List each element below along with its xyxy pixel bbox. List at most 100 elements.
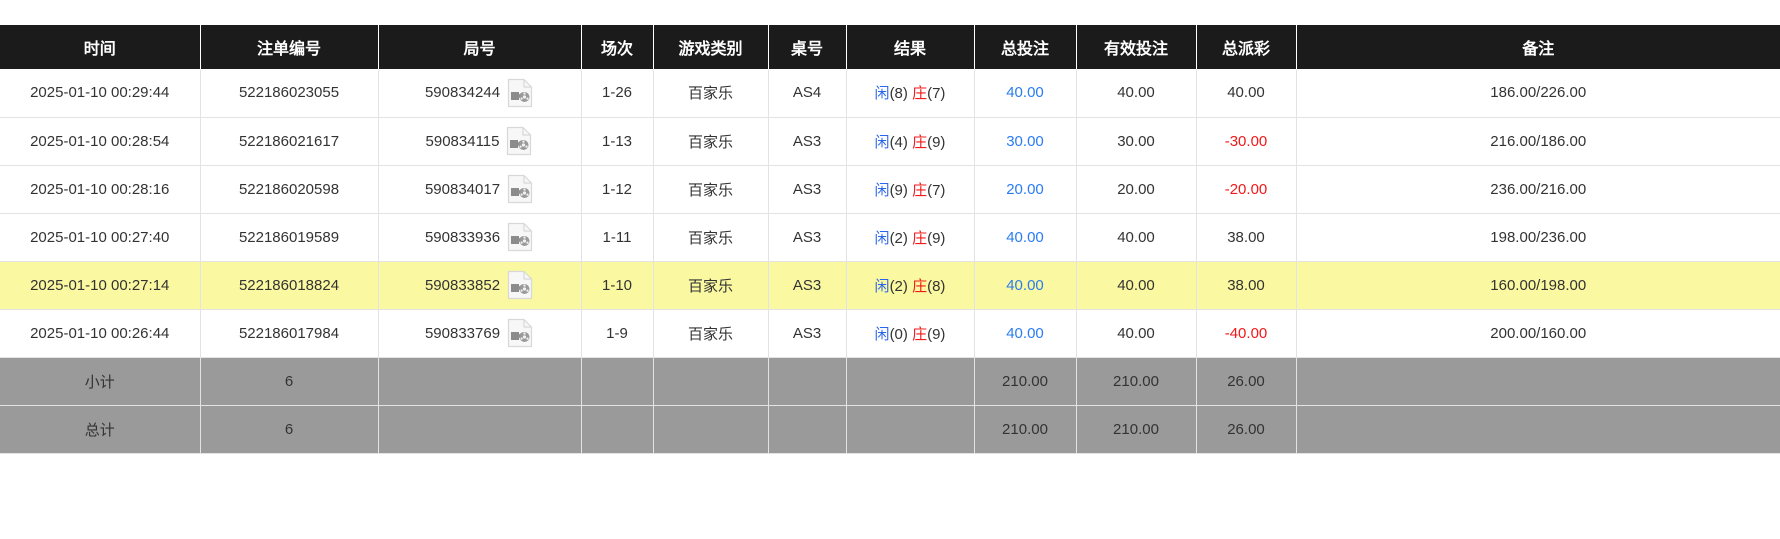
summary-blank-session	[581, 405, 654, 454]
summary-blank-table	[768, 405, 847, 454]
cell-result: 闲(8) 庄(7)	[846, 69, 975, 118]
column-header-time[interactable]: 时间	[0, 25, 201, 69]
video-file-icon[interactable]	[505, 126, 533, 156]
remark-text: 200.00/160.00	[1490, 324, 1587, 342]
table-row[interactable]: 2025-01-10 00:27:14 522186018824 5908338…	[0, 261, 1780, 310]
time-text: 2025-01-10 00:27:40	[30, 228, 170, 246]
column-header-result[interactable]: 结果	[846, 25, 975, 69]
cell-total-bet: 20.00	[974, 165, 1077, 214]
column-header-remark[interactable]: 备注	[1296, 25, 1780, 69]
payout-text: -40.00	[1224, 324, 1268, 342]
game-text: 百家乐	[687, 85, 733, 103]
session-text: 1-26	[601, 84, 633, 102]
result-banker-value: (7)	[927, 181, 946, 199]
cell-total-bet: 40.00	[974, 261, 1077, 310]
cell-time: 2025-01-10 00:27:40	[0, 213, 201, 262]
cell-bet-no: 522186019589	[200, 213, 379, 262]
result-player-label: 闲	[874, 181, 890, 199]
summary-total-bet: 210.00	[974, 357, 1077, 406]
column-header-total-bet[interactable]: 总投注	[974, 25, 1077, 69]
payout-text: 40.00	[1227, 84, 1265, 102]
summary-valid-bet: 210.00	[1076, 357, 1197, 406]
cell-total-bet: 40.00	[974, 69, 1077, 118]
column-header-round-no[interactable]: 局号	[378, 25, 582, 69]
table-row[interactable]: 2025-01-10 00:28:16 522186020598 5908340…	[0, 165, 1780, 214]
cell-bet-no: 522186018824	[200, 261, 379, 310]
table-body: 2025-01-10 00:29:44 522186023055 5908342…	[0, 69, 1780, 454]
cell-valid-bet: 40.00	[1076, 309, 1197, 358]
valid-bet-text: 20.00	[1117, 180, 1155, 198]
column-header-payout[interactable]: 总派彩	[1196, 25, 1297, 69]
video-file-icon[interactable]	[506, 174, 534, 204]
cell-round-no: 590833852	[378, 261, 582, 310]
table-row[interactable]: 2025-01-10 00:29:44 522186023055 5908342…	[0, 69, 1780, 118]
result-banker-value: (8)	[927, 277, 946, 295]
table-row[interactable]: 2025-01-10 00:28:54 522186021617 5908341…	[0, 117, 1780, 166]
result-player-value: (8)	[889, 85, 908, 103]
summary-count: 6	[200, 357, 379, 406]
summary-valid-bet: 210.00	[1076, 405, 1197, 454]
video-file-icon[interactable]	[506, 78, 534, 108]
summary-blank-remark	[1296, 405, 1780, 454]
result-player-value: (0)	[889, 325, 908, 343]
round-no-text: 590833769	[424, 324, 501, 342]
valid-bet-text: 30.00	[1117, 132, 1155, 150]
cell-remark: 198.00/236.00	[1296, 213, 1780, 262]
summary-blank-session	[581, 357, 654, 406]
bet-no-text: 522186021617	[238, 132, 340, 150]
session-text: 1-11	[602, 228, 632, 246]
time-text: 2025-01-10 00:26:44	[30, 324, 170, 342]
payout-text: -20.00	[1224, 180, 1268, 198]
bet-no-text: 522186020598	[238, 180, 340, 198]
table-row[interactable]: 2025-01-10 00:26:44 522186017984 5908337…	[0, 309, 1780, 358]
column-header-bet-no[interactable]: 注单编号	[200, 25, 379, 69]
summary-row: 小计 6 210.00 210.00 26.00	[0, 357, 1780, 406]
time-text: 2025-01-10 00:29:44	[30, 84, 170, 102]
remark-text: 236.00/216.00	[1490, 180, 1587, 198]
column-header-valid-bet[interactable]: 有效投注	[1076, 25, 1197, 69]
cell-round-no: 590833769	[378, 309, 582, 358]
column-header-game[interactable]: 游戏类别	[653, 25, 769, 69]
cell-game: 百家乐	[653, 261, 769, 310]
summary-label: 小计	[0, 357, 201, 406]
result-banker-label: 庄	[912, 325, 928, 343]
bet-no-text: 522186023055	[238, 84, 340, 102]
cell-round-no: 590834115	[378, 117, 582, 166]
total-bet-text: 40.00	[1006, 228, 1044, 246]
cell-session: 1-12	[581, 165, 654, 214]
summary-count: 6	[200, 405, 379, 454]
cell-remark: 216.00/186.00	[1296, 117, 1780, 166]
summary-payout: 26.00	[1196, 357, 1297, 406]
valid-bet-text: 40.00	[1117, 84, 1155, 102]
column-header-session[interactable]: 场次	[581, 25, 654, 69]
remark-text: 198.00/236.00	[1490, 228, 1587, 246]
session-text: 1-9	[606, 324, 628, 342]
summary-label: 总计	[0, 405, 201, 454]
cell-valid-bet: 20.00	[1076, 165, 1197, 214]
cell-table-no: AS3	[768, 117, 847, 166]
video-file-icon[interactable]	[506, 318, 534, 348]
video-file-icon[interactable]	[506, 222, 534, 252]
round-no-text: 590833936	[424, 228, 501, 246]
result-banker-label: 庄	[912, 85, 928, 103]
cell-session: 1-9	[581, 309, 654, 358]
column-header-table-no[interactable]: 桌号	[768, 25, 847, 69]
table-row[interactable]: 2025-01-10 00:27:40 522186019589 5908339…	[0, 213, 1780, 262]
video-file-icon[interactable]	[506, 270, 534, 300]
cell-payout: 38.00	[1196, 261, 1297, 310]
total-bet-text: 40.00	[1006, 324, 1044, 342]
remark-text: 216.00/186.00	[1490, 132, 1587, 150]
table-header: 时间 注单编号 局号 场次 游戏类别 桌号 结果 总投注 有效投注 总派彩 备注	[0, 25, 1780, 69]
cell-valid-bet: 40.00	[1076, 213, 1197, 262]
cell-payout: -30.00	[1196, 117, 1297, 166]
round-no-text: 590834017	[424, 180, 501, 198]
cell-time: 2025-01-10 00:28:16	[0, 165, 201, 214]
result-banker-label: 庄	[912, 133, 928, 151]
payout-text: 38.00	[1227, 276, 1265, 294]
result-banker-value: (9)	[927, 325, 946, 343]
cell-table-no: AS3	[768, 165, 847, 214]
time-text: 2025-01-10 00:28:16	[30, 180, 170, 198]
cell-round-no: 590834244	[378, 69, 582, 118]
summary-blank-game	[653, 357, 769, 406]
session-text: 1-13	[601, 132, 633, 150]
